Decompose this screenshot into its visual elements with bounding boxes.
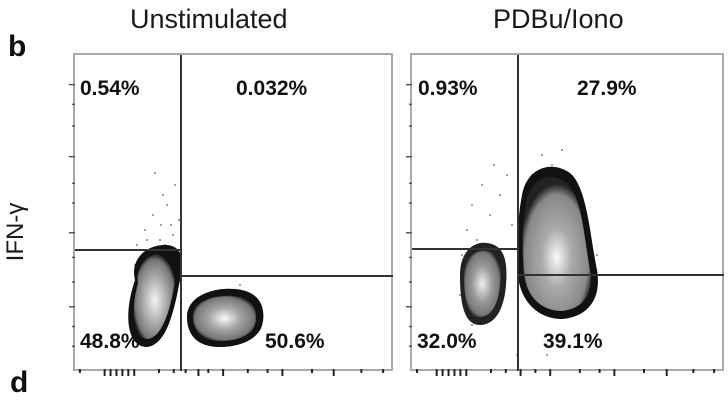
flow-plot-unstimulated: 0.54% 0.032% 48.8% 50.6% (69, 53, 393, 376)
contour-density-plot (459, 149, 613, 356)
panel-letter-b: b (8, 30, 27, 63)
quadrant-lower-left: 48.8% (80, 330, 140, 353)
x-axis-ticks (415, 369, 716, 376)
quadrant-upper-right: 27.9% (577, 77, 637, 100)
gate-horizontal-right (181, 275, 393, 277)
gate-vertical (517, 55, 519, 371)
quadrant-lower-right: 50.6% (265, 330, 325, 353)
plot-title-pdbu-iono: PDBu/Iono (493, 4, 624, 34)
quadrant-upper-left: 0.93% (418, 77, 478, 100)
gate-horizontal-left (412, 248, 518, 250)
y-axis-label: IFN-γ (2, 202, 29, 262)
plot-title-unstimulated: Unstimulated (130, 4, 288, 34)
gate-vertical (180, 55, 182, 371)
flow-plot-pdbu-iono: 0.93% 27.9% 32.0% 39.1% (406, 53, 724, 376)
gate-horizontal-right (518, 274, 724, 276)
quadrant-upper-left: 0.54% (80, 77, 140, 100)
quadrant-lower-right: 39.1% (543, 330, 603, 353)
quadrant-upper-right: 0.032% (236, 77, 308, 100)
panel-letter-d: d (10, 366, 29, 399)
y-axis-ticks (406, 83, 412, 348)
x-axis-ticks (78, 369, 385, 376)
quadrant-lower-left: 32.0% (417, 330, 477, 353)
y-axis-ticks (69, 83, 75, 348)
gate-horizontal-left (75, 249, 181, 251)
contour-density-plot (128, 172, 264, 347)
